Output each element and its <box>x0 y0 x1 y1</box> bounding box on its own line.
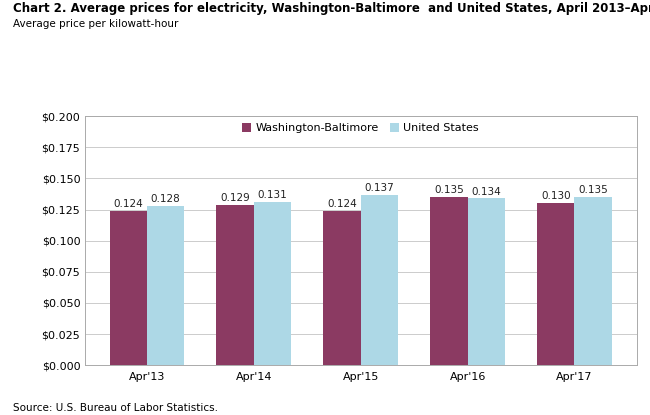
Legend: Washington-Baltimore, United States: Washington-Baltimore, United States <box>242 123 479 133</box>
Text: 0.135: 0.135 <box>578 185 608 195</box>
Text: 0.130: 0.130 <box>541 191 571 202</box>
Bar <box>575 197 612 365</box>
Bar <box>467 198 505 365</box>
Text: 0.124: 0.124 <box>114 199 143 209</box>
Text: Chart 2. Average prices for electricity, Washington-Baltimore  and United States: Chart 2. Average prices for electricity,… <box>13 2 650 15</box>
Bar <box>361 195 398 365</box>
Text: 0.135: 0.135 <box>434 185 464 195</box>
Bar <box>323 211 361 365</box>
Bar <box>147 206 185 365</box>
Text: 0.128: 0.128 <box>151 194 181 204</box>
Bar <box>110 211 147 365</box>
Text: 0.129: 0.129 <box>220 193 250 203</box>
Text: 0.124: 0.124 <box>327 199 357 209</box>
Bar <box>537 203 575 365</box>
Bar <box>430 197 467 365</box>
Bar <box>254 202 291 365</box>
Text: 0.134: 0.134 <box>471 186 501 196</box>
Text: Average price per kilowatt-hour: Average price per kilowatt-hour <box>13 19 178 29</box>
Text: 0.131: 0.131 <box>257 190 287 200</box>
Bar <box>216 205 254 365</box>
Text: 0.137: 0.137 <box>365 183 395 193</box>
Text: Source: U.S. Bureau of Labor Statistics.: Source: U.S. Bureau of Labor Statistics. <box>13 403 218 413</box>
